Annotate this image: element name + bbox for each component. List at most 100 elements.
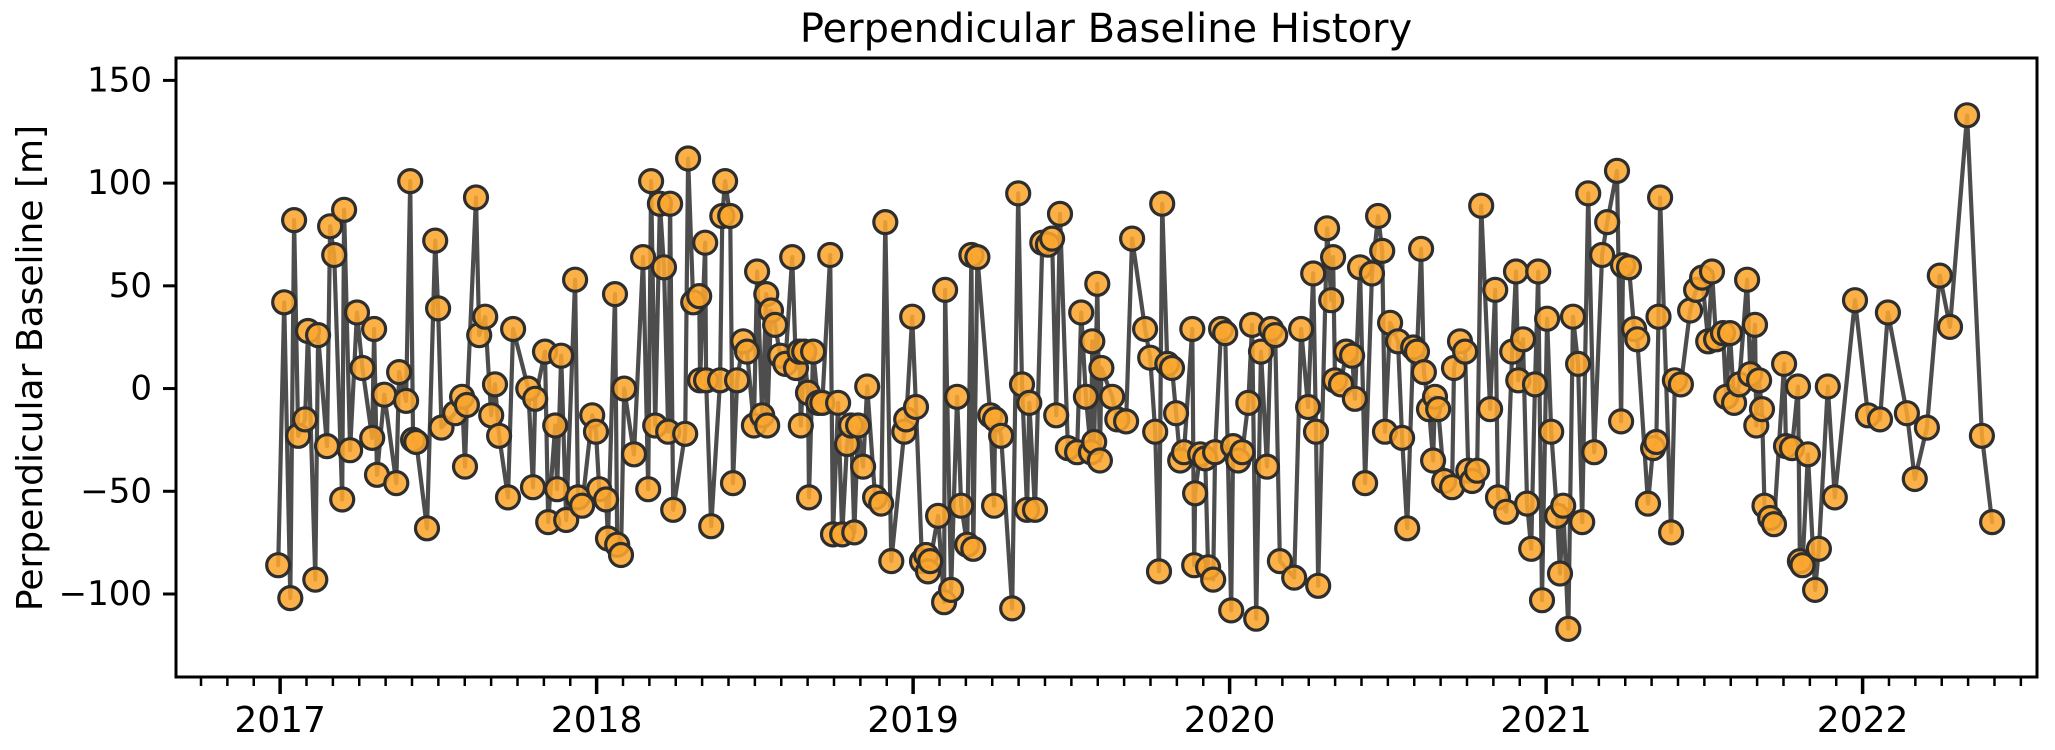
data-point xyxy=(1760,511,1788,538)
y-tick-label: 150 xyxy=(87,60,152,100)
data-point xyxy=(1072,383,1100,410)
data-point xyxy=(425,295,452,322)
data-point xyxy=(637,168,665,195)
data-point xyxy=(277,584,304,612)
chart-title: Perpendicular Baseline History xyxy=(800,6,1412,52)
data-point xyxy=(1555,615,1582,643)
data-point xyxy=(629,244,657,271)
axes-spines xyxy=(174,56,2039,679)
data-point xyxy=(754,412,781,439)
data-point xyxy=(1926,262,1953,289)
data-point xyxy=(779,244,806,271)
data-point xyxy=(656,190,684,217)
data-point xyxy=(1893,400,1921,427)
data-point xyxy=(472,303,499,330)
data-point xyxy=(987,422,1015,449)
data-point xyxy=(1518,535,1545,562)
data-point xyxy=(486,422,513,449)
data-point xyxy=(331,196,358,223)
data-point xyxy=(1142,418,1169,445)
y-tick-label: −100 xyxy=(59,574,152,614)
data-point xyxy=(1212,320,1239,347)
data-point xyxy=(719,470,747,497)
data-point xyxy=(494,484,522,511)
x-tick-label: 2022 xyxy=(1817,700,1909,741)
data-point xyxy=(397,168,424,195)
data-point xyxy=(1716,320,1744,347)
data-point xyxy=(1313,215,1341,242)
data-point xyxy=(542,412,569,439)
data-point xyxy=(854,373,881,400)
data-point xyxy=(999,595,1026,622)
y-axis-label: Perpendicular Baseline [m] xyxy=(10,125,51,611)
data-point xyxy=(553,506,580,534)
data-point xyxy=(1425,396,1452,423)
data-point xyxy=(1657,519,1685,546)
data-point xyxy=(1789,552,1816,579)
data-point xyxy=(1200,566,1227,593)
data-point xyxy=(611,375,638,402)
data-point xyxy=(1546,560,1574,587)
data-series-layer xyxy=(265,102,2006,643)
data-point xyxy=(824,389,852,416)
y-tick-label: 0 xyxy=(130,369,152,409)
data-point xyxy=(343,299,371,326)
data-point xyxy=(1305,572,1332,599)
data-point xyxy=(620,441,648,468)
data-point xyxy=(305,322,332,349)
data-point xyxy=(1468,192,1495,219)
data-point xyxy=(1099,383,1126,410)
data-point xyxy=(787,412,814,439)
data-point xyxy=(1218,597,1245,624)
data-point xyxy=(1784,373,1812,400)
data-point xyxy=(1253,453,1281,480)
data-point xyxy=(499,315,527,343)
data-point xyxy=(899,303,926,330)
data-point xyxy=(698,513,725,540)
data-point xyxy=(1088,354,1115,382)
data-point xyxy=(561,266,589,293)
data-point xyxy=(1043,402,1070,429)
data-point xyxy=(393,387,420,414)
data-point xyxy=(462,184,490,211)
data-point xyxy=(403,428,430,456)
x-tick-label: 2020 xyxy=(1184,700,1276,741)
data-point xyxy=(1229,439,1256,466)
data-point xyxy=(1607,408,1635,435)
data-point xyxy=(1588,241,1616,269)
data-point xyxy=(917,547,944,575)
data-point xyxy=(1407,235,1435,262)
data-point xyxy=(1294,393,1322,421)
data-point xyxy=(937,576,965,604)
data-point xyxy=(1476,396,1504,423)
data-point xyxy=(1419,447,1447,474)
data-point xyxy=(1179,315,1206,343)
data-point xyxy=(568,492,596,519)
data-point xyxy=(1794,441,1822,468)
data-point xyxy=(1953,102,1981,129)
data-point xyxy=(924,502,952,530)
data-point xyxy=(1300,260,1327,287)
data-point xyxy=(1575,180,1602,207)
data-point xyxy=(1463,457,1491,484)
data-point xyxy=(1046,200,1074,227)
data-point xyxy=(1533,305,1561,332)
data-point xyxy=(422,227,449,254)
data-point xyxy=(1181,480,1209,507)
data-point xyxy=(1646,184,1674,211)
data-point xyxy=(1302,418,1330,445)
data-point xyxy=(361,315,388,343)
data-point xyxy=(453,391,480,419)
data-point xyxy=(948,492,975,519)
data-point xyxy=(359,424,386,451)
data-point xyxy=(1550,492,1577,519)
data-point xyxy=(582,418,610,445)
data-point xyxy=(1821,484,1848,511)
data-point xyxy=(743,258,771,285)
data-point xyxy=(1086,447,1114,474)
data-point xyxy=(371,381,398,408)
data-point xyxy=(383,470,410,497)
data-point xyxy=(1079,328,1106,355)
data-point xyxy=(1341,385,1369,412)
